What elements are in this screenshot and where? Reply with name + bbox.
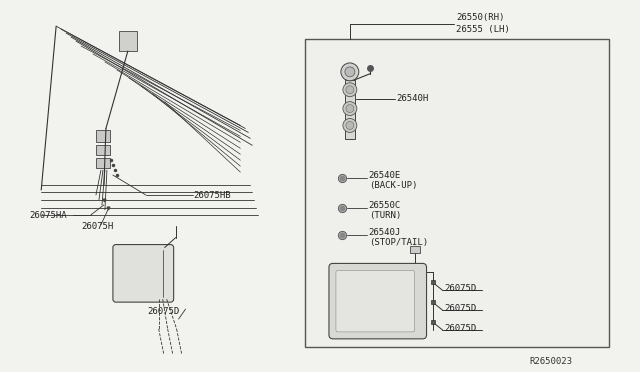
Text: 26550(RH): 26550(RH)	[456, 13, 505, 22]
Bar	[96, 158, 110, 168]
Text: 26075D: 26075D	[444, 304, 477, 313]
Text: R2650023: R2650023	[529, 357, 572, 366]
FancyBboxPatch shape	[336, 270, 415, 332]
Bar	[119, 31, 137, 51]
Text: 26540E: 26540E	[369, 171, 401, 180]
Bar	[305, 39, 609, 347]
Circle shape	[345, 67, 355, 77]
Circle shape	[346, 105, 354, 113]
Bar	[345, 80, 355, 140]
Text: 26075D: 26075D	[444, 284, 477, 293]
Text: 26550C: 26550C	[369, 201, 401, 210]
Circle shape	[343, 119, 357, 132]
Circle shape	[343, 102, 357, 116]
Circle shape	[346, 122, 354, 129]
Text: (TURN): (TURN)	[369, 211, 401, 220]
Circle shape	[341, 63, 359, 81]
Bar	[96, 131, 110, 142]
Text: 26075HB: 26075HB	[193, 191, 231, 200]
Text: 26555 (LH): 26555 (LH)	[456, 25, 510, 34]
Text: 26075D: 26075D	[444, 324, 477, 333]
Text: (STOP/TAIL): (STOP/TAIL)	[369, 238, 428, 247]
Bar	[96, 145, 110, 155]
Text: 26075H: 26075H	[81, 222, 113, 231]
Text: 26075HA: 26075HA	[29, 211, 67, 220]
Text: 26075D: 26075D	[148, 307, 180, 316]
FancyBboxPatch shape	[113, 244, 173, 302]
Circle shape	[346, 86, 354, 94]
Circle shape	[343, 83, 357, 97]
Text: 26540H: 26540H	[397, 94, 429, 103]
Text: (BACK-UP): (BACK-UP)	[369, 181, 417, 190]
Bar	[410, 246, 420, 253]
Text: 26540J: 26540J	[369, 228, 401, 237]
FancyBboxPatch shape	[329, 263, 426, 339]
